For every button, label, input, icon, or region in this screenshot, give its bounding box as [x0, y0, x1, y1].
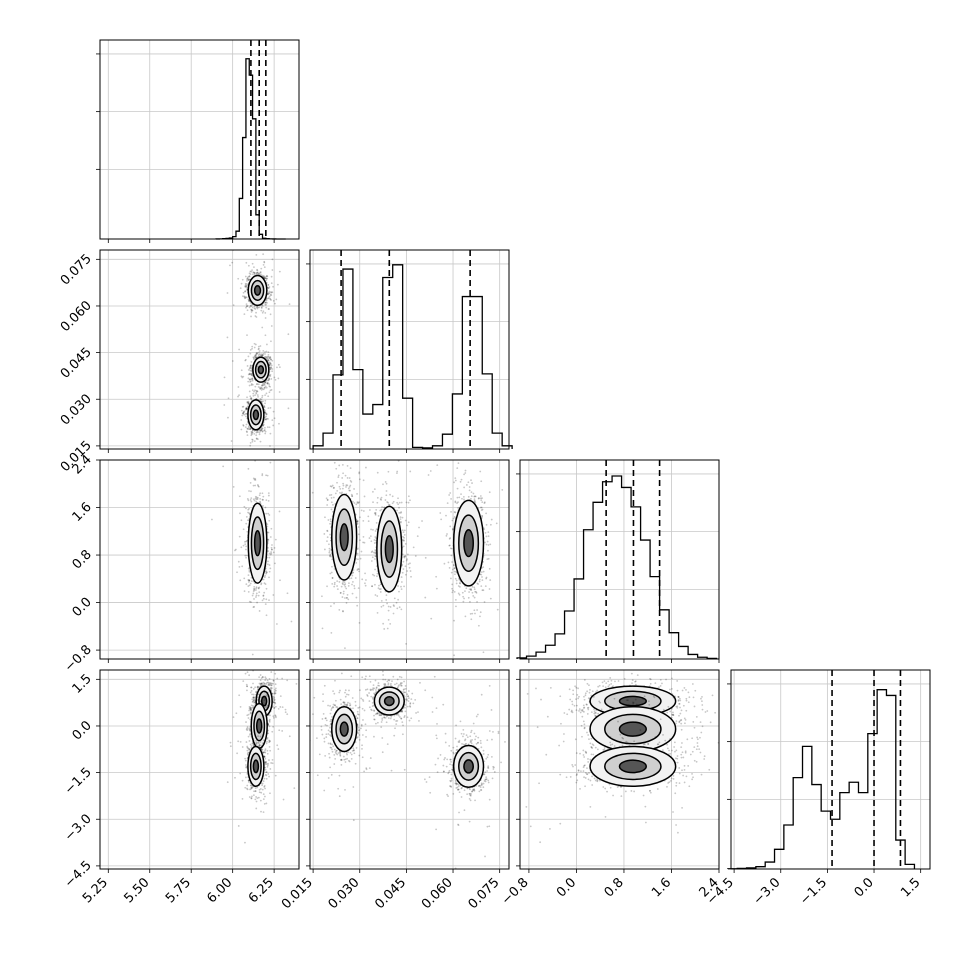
panel-background — [100, 250, 299, 449]
panel-frame — [519, 669, 720, 870]
y-tick-label: −3.0 — [62, 811, 95, 844]
contour-inner — [463, 529, 474, 558]
histogram-step — [727, 689, 916, 870]
contour-inner — [253, 285, 262, 296]
contour-inner — [618, 759, 647, 774]
contour-inner — [253, 529, 262, 557]
x-tick-label: 5.25 — [80, 875, 111, 906]
panel-2-2 — [516, 460, 720, 663]
x-tick-label: 0.060 — [419, 875, 456, 912]
contour-inner — [618, 721, 647, 737]
contour-inner — [339, 721, 349, 737]
x-tick-label: −1.5 — [797, 875, 830, 908]
scatter-panel-3-0 — [226, 670, 298, 844]
y-tick-label: 0.030 — [58, 391, 95, 428]
histogram-1 — [312, 250, 513, 449]
panel-3-3 — [727, 670, 930, 873]
y-tick-label: 1.5 — [70, 672, 95, 697]
contour-inner — [257, 365, 265, 375]
panel-background — [731, 670, 930, 869]
x-tick-label: 6.25 — [246, 875, 277, 906]
y-tick-label: 0.0 — [70, 595, 95, 620]
x-tick-label: −3.0 — [751, 875, 784, 908]
sample-points — [311, 460, 504, 657]
histogram-step — [312, 264, 513, 449]
scatter-panel-2-1 — [311, 460, 504, 657]
y-tick-label: −0.8 — [62, 642, 95, 675]
panel-frame — [309, 669, 510, 870]
panel-background — [520, 460, 719, 659]
contour-inner — [255, 718, 263, 734]
scatter-panel-3-1 — [310, 670, 506, 869]
panel-frame — [99, 249, 300, 450]
scatter-panel-1-0 — [223, 250, 291, 447]
panel-background — [100, 460, 299, 659]
y-tick-label: −1.5 — [62, 765, 95, 798]
x-tick-label: 0.0 — [852, 875, 877, 900]
panel-0-0 — [96, 40, 299, 243]
histogram-2 — [516, 460, 718, 660]
x-tick-label: 0.045 — [372, 875, 409, 912]
panel-frame — [309, 459, 510, 660]
panel-frame — [99, 669, 300, 870]
y-tick-label: 0.0 — [70, 718, 95, 743]
histogram-3 — [727, 670, 916, 870]
x-tick-label: 0.8 — [602, 875, 627, 900]
y-tick-label: 0.060 — [58, 298, 95, 335]
scatter-panel-2-0 — [211, 460, 293, 656]
sample-points — [211, 460, 293, 656]
contour-inner — [463, 759, 474, 774]
sample-points — [226, 670, 298, 844]
x-tick-label: 0.030 — [326, 875, 363, 912]
x-tick-label: 1.6 — [649, 875, 674, 900]
x-tick-label: 5.50 — [121, 875, 152, 906]
y-tick-label: 0.8 — [70, 547, 95, 572]
panel-frame — [99, 39, 300, 240]
panel-background — [100, 40, 299, 239]
x-tick-label: 0.015 — [279, 875, 316, 912]
x-tick-label: 0.0 — [554, 875, 579, 900]
x-tick-label: 5.75 — [163, 875, 194, 906]
scatter-panel-3-2 — [525, 670, 719, 844]
contour-inner — [383, 695, 395, 707]
panel-1-1 — [306, 250, 509, 453]
y-tick-label: 0.045 — [58, 345, 95, 382]
x-tick-label: 1.5 — [898, 875, 923, 900]
contour-inner — [384, 534, 394, 564]
sample-points — [525, 670, 719, 844]
histogram-step — [516, 475, 718, 660]
panel-frame — [730, 669, 931, 870]
y-tick-label: 0.075 — [58, 252, 95, 289]
x-tick-label: −0.8 — [499, 875, 532, 908]
y-tick-label: 1.6 — [70, 500, 95, 525]
contour-inner — [339, 523, 349, 552]
sample-points — [223, 250, 291, 447]
x-tick-label: 6.00 — [204, 875, 235, 906]
x-tick-label: 0.075 — [466, 875, 503, 912]
contour-inner — [618, 695, 647, 707]
panel-frame — [99, 459, 300, 660]
contour-inner — [252, 759, 260, 774]
panel-background — [310, 250, 509, 449]
contour-inner — [252, 409, 260, 421]
panel-frame — [309, 249, 510, 450]
sample-points — [310, 670, 506, 869]
panel-frame — [519, 459, 720, 660]
contour-inner — [260, 695, 268, 707]
